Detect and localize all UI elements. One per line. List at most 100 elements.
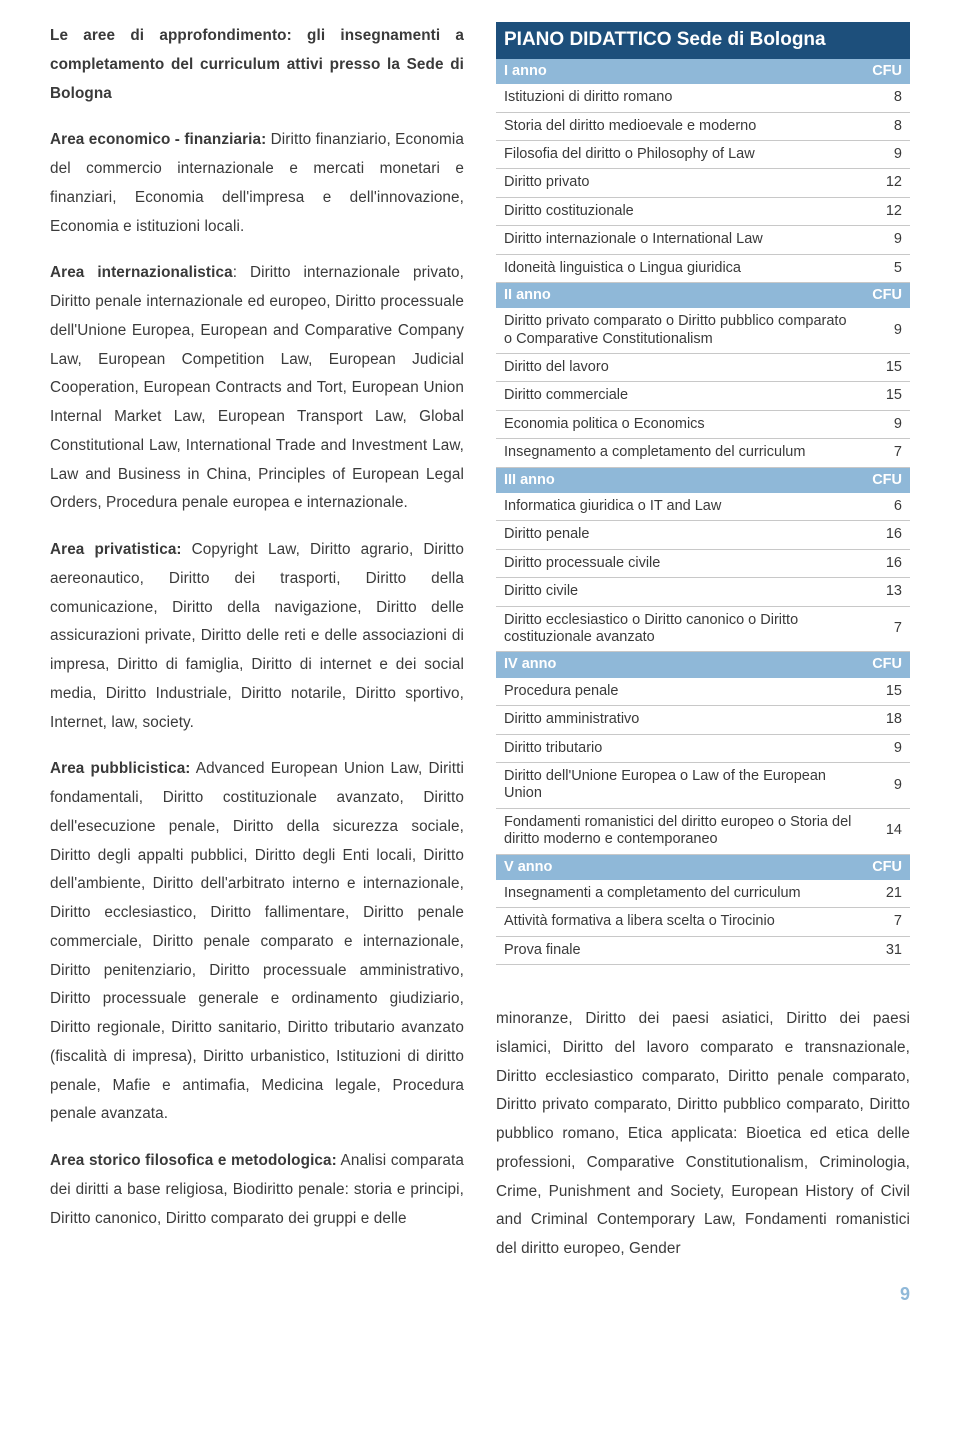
plan-row: Diritto internazionale o International L…: [496, 226, 910, 254]
plan-course-cfu: 15: [862, 678, 910, 706]
plan-row: Diritto privato comparato o Diritto pubb…: [496, 308, 910, 353]
page-number: 9: [50, 1284, 910, 1305]
plan-course-cfu: 21: [862, 880, 910, 908]
plan-year-header: II annoCFU: [496, 282, 910, 308]
plan-row: Diritto del lavoro15: [496, 354, 910, 382]
plan-course-cfu: 7: [862, 908, 910, 936]
plan-course-name: Diritto tributario: [496, 734, 862, 762]
intro-heading: Le aree di approfondimento: gli insegnam…: [50, 22, 464, 108]
plan-course-name: Diritto internazionale o International L…: [496, 226, 862, 254]
plan-course-cfu: 16: [862, 521, 910, 549]
plan-course-cfu: 16: [862, 549, 910, 577]
piano-didattico-table: PIANO DIDATTICO Sede di Bologna I annoCF…: [496, 22, 910, 965]
plan-course-cfu: 6: [862, 493, 910, 521]
plan-course-name: Istituzioni di diritto romano: [496, 84, 862, 112]
plan-course-cfu: 12: [862, 169, 910, 197]
area-internazionalistica: Area internazionalistica: Diritto intern…: [50, 259, 464, 518]
plan-year-header: I annoCFU: [496, 59, 910, 84]
plan-course-name: Fondamenti romanistici del diritto europ…: [496, 808, 862, 854]
plan-row: Diritto penale16: [496, 521, 910, 549]
plan-course-cfu: 7: [862, 606, 910, 652]
plan-row: Filosofia del diritto o Philosophy of La…: [496, 140, 910, 168]
plan-row: Informatica giuridica o IT and Law6: [496, 493, 910, 521]
plan-cfu-header: CFU: [862, 282, 910, 308]
plan-row: Insegnamenti a completamento del curricu…: [496, 880, 910, 908]
plan-course-name: Diritto civile: [496, 578, 862, 606]
area-economico: Area economico - finanziaria: Diritto fi…: [50, 126, 464, 241]
plan-row: Economia politica o Economics9: [496, 410, 910, 438]
area-priv-body: Copyright Law, Diritto agrario, Diritto …: [50, 541, 464, 731]
area-privatistica: Area privatistica: Copyright Law, Diritt…: [50, 536, 464, 737]
plan-course-cfu: 14: [862, 808, 910, 854]
plan-row: Diritto amministrativo18: [496, 706, 910, 734]
plan-course-name: Filosofia del diritto o Philosophy of La…: [496, 140, 862, 168]
area-priv-label: Area privatistica:: [50, 541, 182, 558]
area-intl-label: Area internazionalistica: [50, 264, 233, 281]
intro-bold: Le aree di approfondimento: gli insegnam…: [50, 27, 464, 102]
plan-row: Diritto civile13: [496, 578, 910, 606]
plan-course-cfu: 12: [862, 197, 910, 225]
plan-cfu-header: CFU: [862, 59, 910, 84]
plan-cfu-header: CFU: [862, 467, 910, 493]
plan-course-name: Diritto ecclesiastico o Diritto canonico…: [496, 606, 862, 652]
plan-course-name: Insegnamento a completamento del curricu…: [496, 439, 862, 467]
plan-row: Diritto costituzionale12: [496, 197, 910, 225]
area-intl-body: : Diritto internazionale privato, Diritt…: [50, 264, 464, 511]
plan-row: Diritto processuale civile16: [496, 549, 910, 577]
area-pub-label: Area pubblicistica:: [50, 760, 191, 777]
plan-course-name: Insegnamenti a completamento del curricu…: [496, 880, 862, 908]
plan-course-name: Economia politica o Economics: [496, 410, 862, 438]
plan-row: Fondamenti romanistici del diritto europ…: [496, 808, 910, 854]
plan-course-cfu: 15: [862, 354, 910, 382]
plan-course-name: Diritto dell'Unione Europea o Law of the…: [496, 762, 862, 808]
area-pub-body: Advanced European Union Law, Diritti fon…: [50, 760, 464, 1122]
plan-row: Idoneità linguistica o Lingua giuridica5: [496, 254, 910, 282]
left-column: Le aree di approfondimento: gli insegnam…: [50, 22, 464, 1264]
area-stor-label: Area storico filosofica e metodologica:: [50, 1152, 337, 1169]
plan-row: Diritto tributario9: [496, 734, 910, 762]
plan-course-name: Procedura penale: [496, 678, 862, 706]
plan-course-name: Informatica giuridica o IT and Law: [496, 493, 862, 521]
plan-course-cfu: 9: [862, 226, 910, 254]
plan-course-name: Prova finale: [496, 936, 862, 964]
plan-course-cfu: 9: [862, 140, 910, 168]
plan-row: Istituzioni di diritto romano8: [496, 84, 910, 112]
plan-row: Prova finale31: [496, 936, 910, 964]
page-layout: Le aree di approfondimento: gli insegnam…: [50, 22, 910, 1264]
plan-course-name: Diritto commerciale: [496, 382, 862, 410]
plan-year-label: V anno: [496, 854, 862, 880]
plan-course-cfu: 9: [862, 734, 910, 762]
continuation-paragraph: minoranze, Diritto dei paesi asiatici, D…: [496, 1005, 910, 1264]
plan-row: Diritto commerciale15: [496, 382, 910, 410]
plan-course-name: Diritto processuale civile: [496, 549, 862, 577]
plan-year-header: IV annoCFU: [496, 652, 910, 678]
plan-course-name: Idoneità linguistica o Lingua giuridica: [496, 254, 862, 282]
right-column: PIANO DIDATTICO Sede di Bologna I annoCF…: [496, 22, 910, 1264]
plan-year-header: III annoCFU: [496, 467, 910, 493]
plan-cfu-header: CFU: [862, 652, 910, 678]
plan-course-name: Diritto del lavoro: [496, 354, 862, 382]
area-storico: Area storico filosofica e metodologica: …: [50, 1147, 464, 1233]
plan-title: PIANO DIDATTICO Sede di Bologna: [496, 22, 910, 59]
plan-course-cfu: 9: [862, 762, 910, 808]
plan-course-cfu: 8: [862, 112, 910, 140]
plan-course-name: Diritto privato comparato o Diritto pubb…: [496, 308, 862, 353]
plan-course-name: Attività formativa a libera scelta o Tir…: [496, 908, 862, 936]
plan-course-cfu: 8: [862, 84, 910, 112]
plan-course-cfu: 31: [862, 936, 910, 964]
plan-row: Procedura penale15: [496, 678, 910, 706]
plan-year-label: II anno: [496, 282, 862, 308]
plan-course-cfu: 7: [862, 439, 910, 467]
plan-course-cfu: 13: [862, 578, 910, 606]
plan-course-name: Diritto penale: [496, 521, 862, 549]
plan-course-cfu: 5: [862, 254, 910, 282]
plan-course-name: Diritto privato: [496, 169, 862, 197]
plan-title-row: PIANO DIDATTICO Sede di Bologna: [496, 22, 910, 59]
plan-cfu-header: CFU: [862, 854, 910, 880]
plan-course-cfu: 9: [862, 410, 910, 438]
plan-year-label: IV anno: [496, 652, 862, 678]
plan-year-header: V annoCFU: [496, 854, 910, 880]
plan-year-label: I anno: [496, 59, 862, 84]
plan-row: Storia del diritto medioevale e moderno8: [496, 112, 910, 140]
plan-row: Diritto dell'Unione Europea o Law of the…: [496, 762, 910, 808]
